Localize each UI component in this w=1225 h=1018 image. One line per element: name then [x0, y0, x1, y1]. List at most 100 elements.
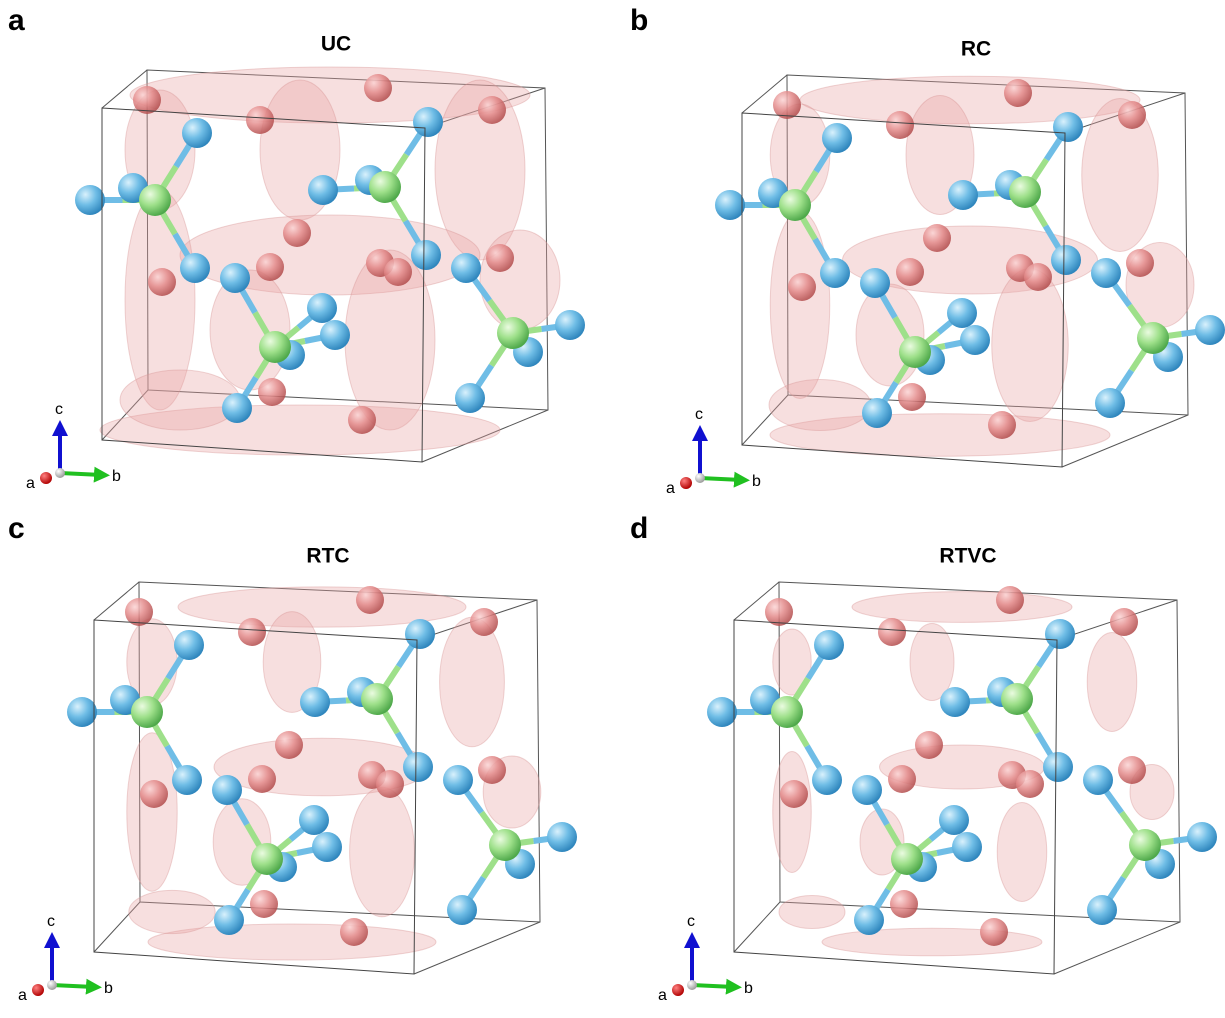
atom — [405, 619, 435, 649]
atom — [1083, 765, 1113, 795]
atom — [320, 320, 350, 350]
atom — [256, 253, 284, 281]
panel-letter: d — [630, 512, 648, 545]
atom — [455, 383, 485, 413]
atom — [899, 336, 931, 368]
atom — [248, 765, 276, 793]
atom — [854, 905, 884, 935]
atom — [707, 697, 737, 727]
atom — [148, 268, 176, 296]
axis-origin — [687, 980, 697, 990]
axis-arrow — [692, 985, 734, 987]
atom — [361, 683, 393, 715]
atom — [174, 630, 204, 660]
axis-origin — [32, 984, 44, 996]
atom — [258, 378, 286, 406]
density-isosurface — [910, 624, 954, 701]
atom — [312, 832, 342, 862]
axis-label: b — [112, 468, 121, 485]
atom — [369, 171, 401, 203]
density-isosurface — [800, 76, 1140, 124]
atom — [996, 586, 1024, 614]
atom — [259, 331, 291, 363]
atom — [182, 118, 212, 148]
atom — [888, 765, 916, 793]
axis-origin — [672, 984, 684, 996]
atom — [1045, 619, 1075, 649]
atom — [1110, 608, 1138, 636]
atom — [891, 843, 923, 875]
cell-edge — [414, 922, 540, 974]
atom — [1051, 245, 1081, 275]
axis-label: a — [658, 987, 667, 1004]
panel-letter: b — [630, 4, 648, 37]
atom — [246, 106, 274, 134]
atom — [898, 383, 926, 411]
atom — [348, 406, 376, 434]
atom — [251, 843, 283, 875]
atom — [376, 770, 404, 798]
panel-title: RTC — [306, 545, 349, 568]
panel-letter: a — [8, 4, 25, 37]
axis-label: a — [666, 480, 675, 497]
atom — [411, 240, 441, 270]
density-isosurface — [1087, 633, 1137, 732]
atom — [222, 393, 252, 423]
axis-label: a — [18, 987, 27, 1004]
atom — [780, 780, 808, 808]
atom — [862, 398, 892, 428]
atom — [896, 258, 924, 286]
atom — [814, 630, 844, 660]
atom — [172, 765, 202, 795]
atom — [403, 752, 433, 782]
atom — [67, 697, 97, 727]
atom — [948, 180, 978, 210]
atom — [1118, 101, 1146, 129]
atom — [715, 190, 745, 220]
density-isosurface — [997, 803, 1047, 902]
axis-label: b — [104, 980, 113, 997]
atom — [139, 184, 171, 216]
atom — [771, 696, 803, 728]
panel: cRTCcab — [8, 512, 577, 1004]
axis-label: c — [695, 406, 703, 423]
density-isosurface — [350, 787, 415, 917]
atom — [486, 244, 514, 272]
atom — [283, 219, 311, 247]
density-isosurface — [129, 890, 215, 933]
atom — [860, 268, 890, 298]
atom — [878, 618, 906, 646]
atom — [1009, 176, 1041, 208]
atom — [308, 175, 338, 205]
panel: dRTVCcab — [630, 512, 1217, 1004]
axis-label: a — [26, 475, 35, 492]
axis-origin — [47, 980, 57, 990]
atom — [489, 829, 521, 861]
atom — [212, 775, 242, 805]
density-isosurface — [210, 270, 290, 390]
axis-origin — [695, 473, 705, 483]
atom — [214, 905, 244, 935]
panel-letter: c — [8, 512, 25, 545]
atom — [1095, 388, 1125, 418]
atom — [1091, 258, 1121, 288]
cell-edge — [734, 902, 780, 952]
atom — [1024, 263, 1052, 291]
cell-edge — [1054, 922, 1180, 974]
atom — [1187, 822, 1217, 852]
atom — [307, 293, 337, 323]
atom — [852, 775, 882, 805]
atom — [980, 918, 1008, 946]
atom — [497, 317, 529, 349]
atom — [478, 96, 506, 124]
atom — [478, 756, 506, 784]
atom — [547, 822, 577, 852]
figure: aUCcabbRCcabcRTCcabdRTVCcab — [0, 0, 1225, 1018]
atom — [1137, 322, 1169, 354]
atom — [1053, 112, 1083, 142]
atom — [886, 111, 914, 139]
atom — [1118, 756, 1146, 784]
axis-origin — [40, 472, 52, 484]
atom — [788, 273, 816, 301]
